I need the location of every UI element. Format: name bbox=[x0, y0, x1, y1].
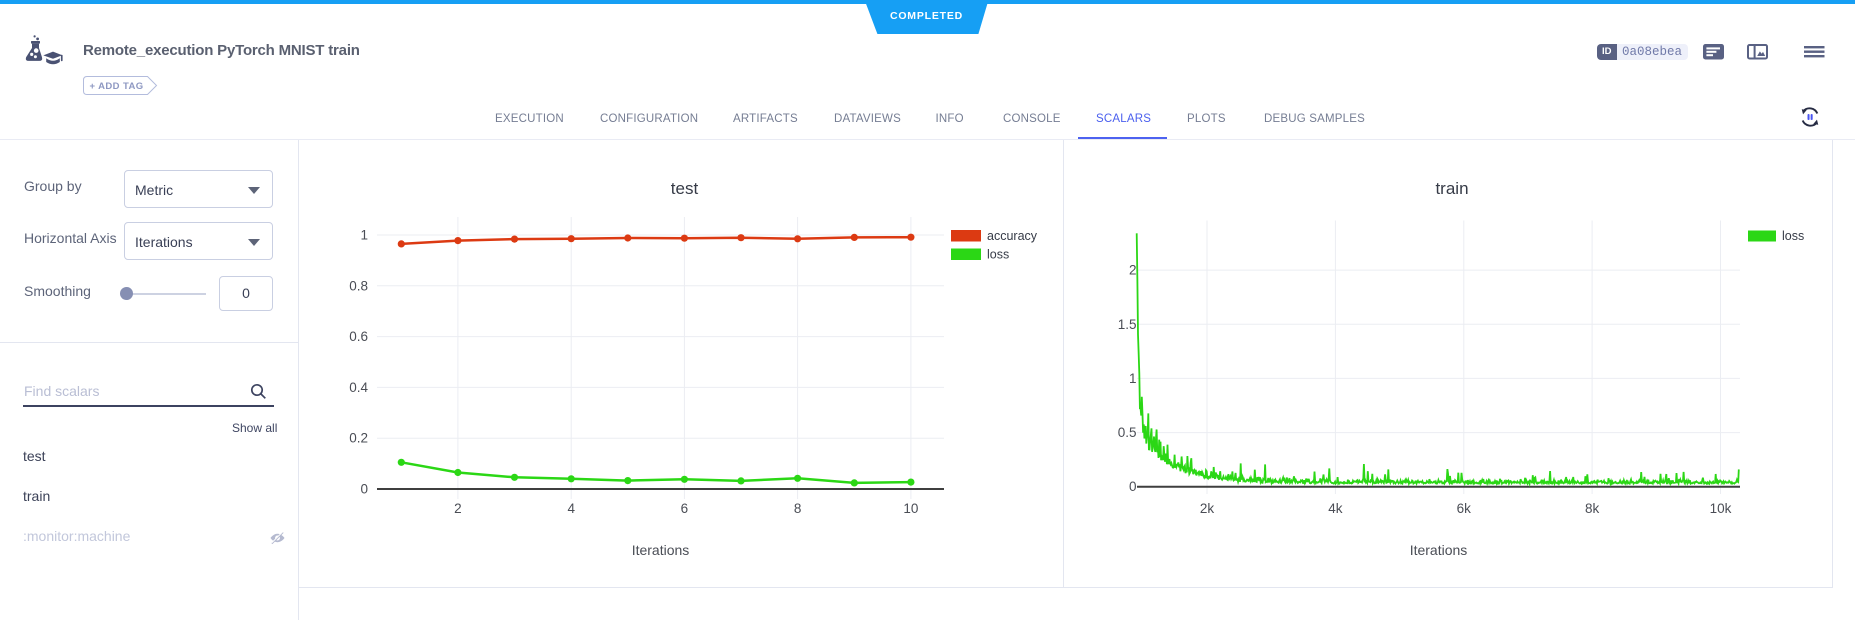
svg-text:accuracy: accuracy bbox=[987, 229, 1038, 243]
svg-text:6k: 6k bbox=[1457, 501, 1472, 516]
svg-text:6: 6 bbox=[681, 501, 689, 516]
svg-text:1.5: 1.5 bbox=[1118, 317, 1137, 332]
svg-text:10k: 10k bbox=[1710, 501, 1732, 516]
svg-text:0: 0 bbox=[1129, 479, 1137, 494]
svg-text:4k: 4k bbox=[1328, 501, 1343, 516]
svg-text:8k: 8k bbox=[1585, 501, 1600, 516]
svg-text:train: train bbox=[1435, 179, 1468, 198]
svg-text:0.4: 0.4 bbox=[349, 380, 368, 395]
svg-text:4: 4 bbox=[567, 501, 575, 516]
svg-text:2k: 2k bbox=[1200, 501, 1215, 516]
svg-text:loss: loss bbox=[987, 248, 1009, 262]
svg-text:Iterations: Iterations bbox=[1410, 542, 1468, 558]
svg-text:8: 8 bbox=[794, 501, 802, 516]
svg-text:10: 10 bbox=[903, 501, 918, 516]
svg-text:0.8: 0.8 bbox=[349, 278, 368, 293]
svg-text:0.5: 0.5 bbox=[1118, 425, 1137, 440]
svg-text:1: 1 bbox=[1129, 371, 1137, 386]
svg-text:test: test bbox=[671, 179, 699, 198]
svg-text:0.2: 0.2 bbox=[349, 431, 368, 446]
svg-text:Iterations: Iterations bbox=[632, 542, 690, 558]
svg-text:0.6: 0.6 bbox=[349, 329, 368, 344]
svg-text:2: 2 bbox=[454, 501, 462, 516]
svg-text:2: 2 bbox=[1129, 263, 1137, 278]
svg-text:+ ADD TAG: + ADD TAG bbox=[90, 81, 144, 92]
svg-text:loss: loss bbox=[1782, 229, 1804, 243]
svg-text:1: 1 bbox=[360, 228, 368, 243]
svg-text:0: 0 bbox=[360, 482, 368, 497]
